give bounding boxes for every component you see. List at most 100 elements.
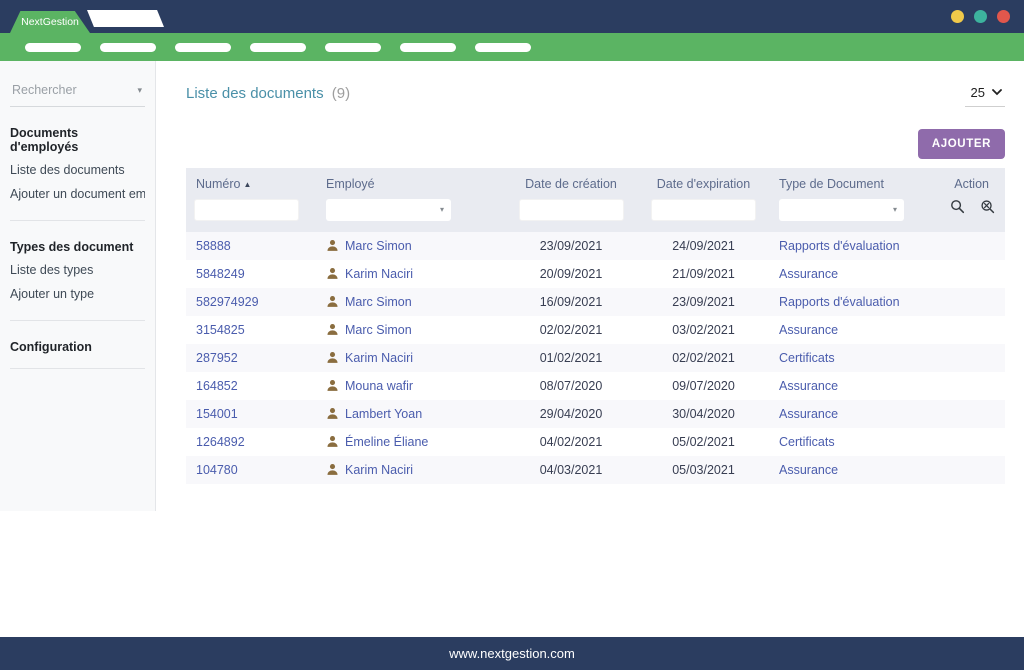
reset-search-icon[interactable]	[980, 199, 995, 217]
window-dot-green[interactable]	[974, 10, 987, 23]
expiration-date: 23/09/2021	[672, 295, 735, 309]
employee-name-link[interactable]: Marc Simon	[345, 239, 412, 253]
document-type-link[interactable]: Assurance	[779, 379, 839, 393]
document-number-link[interactable]: 104780	[196, 463, 238, 477]
column-header-action: Action	[916, 168, 1005, 199]
nav-pill-7[interactable]	[475, 42, 531, 52]
creation-date: 16/09/2021	[539, 295, 603, 309]
document-type-link[interactable]: Assurance	[779, 323, 839, 337]
window-dot-yellow[interactable]	[951, 10, 964, 23]
window-controls	[951, 10, 1010, 23]
footer: www.nextgestion.com	[0, 637, 1024, 670]
creation-date: 04/02/2021	[539, 435, 603, 449]
column-header-employe[interactable]: Employé	[326, 168, 501, 199]
row-action-cell	[916, 400, 1005, 428]
document-type-link[interactable]: Certificats	[779, 435, 835, 449]
document-type-link[interactable]: Assurance	[779, 463, 839, 477]
footer-url: www.nextgestion.com	[449, 646, 575, 661]
employee-name-link[interactable]: Lambert Yoan	[345, 407, 423, 421]
sidebar: Rechercher ▾ Documents d'employés Liste …	[0, 61, 156, 511]
row-action-cell	[916, 288, 1005, 316]
person-icon	[327, 240, 338, 251]
employee-name-link[interactable]: Émeline Éliane	[345, 435, 429, 449]
content-area: Rechercher ▾ Documents d'employés Liste …	[0, 61, 1024, 511]
column-header-date-expiration[interactable]: Date d'expiration	[641, 168, 766, 199]
filter-employe-select[interactable]: ▾	[326, 199, 451, 221]
window-dot-red[interactable]	[997, 10, 1010, 23]
nav-pill-3[interactable]	[175, 42, 231, 52]
document-number-link[interactable]: 582974929	[196, 295, 259, 309]
brand-tab[interactable]: NextGestion	[10, 11, 90, 33]
sidebar-divider	[10, 320, 145, 321]
creation-date: 29/04/2020	[539, 407, 603, 421]
document-type-link[interactable]: Rapports d'évaluation	[779, 295, 900, 309]
page-size-select[interactable]: 25	[964, 85, 1005, 107]
document-number-link[interactable]: 3154825	[196, 323, 245, 337]
person-icon	[327, 408, 338, 419]
nav-pill-1[interactable]	[25, 42, 81, 52]
creation-date: 08/07/2020	[539, 379, 603, 393]
filter-numero-input[interactable]	[194, 199, 299, 221]
table-row: 287952 Karim Naciri 01/02/2021 02/02/2021 Ce…	[186, 344, 1005, 372]
employee-name-link[interactable]: Karim Naciri	[345, 463, 414, 477]
creation-date: 20/09/2021	[539, 267, 603, 281]
document-number-link[interactable]: 287952	[196, 351, 238, 365]
add-document-button[interactable]: AJOUTER	[917, 129, 1005, 159]
search-icon[interactable]	[950, 199, 965, 217]
table-row: 58888 Marc Simon 23/09/2021 24/09/2021 Rappo…	[186, 232, 1005, 260]
document-type-link[interactable]: Assurance	[779, 267, 839, 281]
document-type-link[interactable]: Assurance	[779, 407, 839, 421]
expiration-date: 05/02/2021	[672, 435, 735, 449]
sidebar-item-liste-documents[interactable]: Liste des documents	[10, 163, 125, 177]
creation-date: 04/03/2021	[539, 463, 603, 477]
table-row: 104780 Karim Naciri 04/03/2021 05/03/2021 As…	[186, 456, 1005, 484]
expiration-date: 09/07/2020	[672, 379, 735, 393]
main-nav-bar	[0, 33, 1024, 61]
document-type-link[interactable]: Rapports d'évaluation	[779, 239, 900, 253]
nav-pill-5[interactable]	[325, 42, 381, 52]
sidebar-item-ajouter-type[interactable]: Ajouter un type	[10, 287, 95, 301]
employee-name-link[interactable]: Mouna wafir	[345, 379, 414, 393]
column-header-date-creation[interactable]: Date de création	[501, 168, 641, 199]
sidebar-section-types: Types des document	[10, 240, 134, 254]
nav-pill-6[interactable]	[400, 42, 456, 52]
document-number-link[interactable]: 1264892	[196, 435, 245, 449]
sidebar-search-select[interactable]: Rechercher ▾	[10, 79, 145, 107]
person-icon	[327, 296, 338, 307]
row-action-cell	[916, 344, 1005, 372]
person-icon	[327, 352, 338, 363]
table-row: 164852 Mouna wafir 08/07/2020 09/07/2020 Ass…	[186, 372, 1005, 400]
employee-name-link[interactable]: Marc Simon	[345, 295, 412, 309]
table-row: 1264892 Émeline Éliane 04/02/2021 05/02/202…	[186, 428, 1005, 456]
sidebar-section-configuration[interactable]: Configuration	[10, 340, 92, 354]
search-placeholder: Rechercher	[12, 83, 77, 97]
expiration-date: 30/04/2020	[672, 407, 735, 421]
sidebar-item-liste-types[interactable]: Liste des types	[10, 263, 94, 277]
employee-name-link[interactable]: Karim Naciri	[345, 351, 414, 365]
sidebar-divider	[10, 220, 145, 221]
sidebar-item-ajouter-document[interactable]: Ajouter un document em...	[10, 187, 145, 201]
filter-type-select[interactable]: ▾	[779, 199, 904, 221]
person-icon	[327, 464, 338, 475]
row-action-cell	[916, 232, 1005, 260]
person-icon	[327, 268, 338, 279]
document-type-link[interactable]: Certificats	[779, 351, 835, 365]
document-number-link[interactable]: 5848249	[196, 267, 245, 281]
document-number-link[interactable]: 154001	[196, 407, 238, 421]
employee-name-link[interactable]: Marc Simon	[345, 323, 412, 337]
document-number-link[interactable]: 164852	[196, 379, 238, 393]
employee-name-link[interactable]: Karim Naciri	[345, 267, 414, 281]
expiration-date: 21/09/2021	[672, 267, 735, 281]
nav-pill-2[interactable]	[100, 42, 156, 52]
table-row: 5848249 Karim Naciri 20/09/2021 21/09/2021 A…	[186, 260, 1005, 288]
column-header-type-document[interactable]: Type de Document	[766, 168, 916, 199]
document-number-link[interactable]: 58888	[196, 239, 231, 253]
table-row: 154001 Lambert Yoan 29/04/2020 30/04/2020 As…	[186, 400, 1005, 428]
table-filter-row: ▾ ▾	[186, 199, 1005, 232]
filter-date-expiration-input[interactable]	[651, 199, 756, 221]
filter-date-creation-input[interactable]	[518, 199, 624, 221]
nav-pill-4[interactable]	[250, 42, 306, 52]
column-header-numero[interactable]: Numéro ▲	[186, 168, 326, 199]
expiration-date: 05/03/2021	[672, 463, 735, 477]
page-size-value: 25	[970, 85, 985, 100]
